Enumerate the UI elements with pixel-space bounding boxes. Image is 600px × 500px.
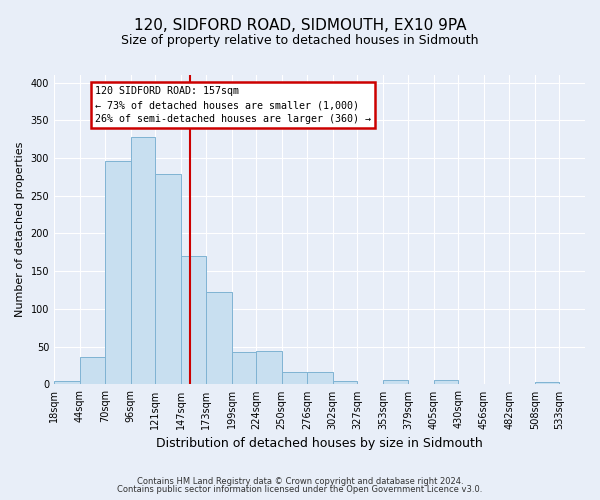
Bar	[383, 380, 409, 384]
Bar	[256, 351, 282, 384]
Text: Contains public sector information licensed under the Open Government Licence v3: Contains public sector information licen…	[118, 485, 482, 494]
Bar	[307, 372, 333, 384]
Bar	[105, 161, 131, 384]
Bar	[54, 382, 80, 384]
X-axis label: Distribution of detached houses by size in Sidmouth: Distribution of detached houses by size …	[156, 437, 483, 450]
Bar	[80, 358, 105, 384]
Bar	[131, 137, 155, 384]
Bar	[434, 380, 458, 384]
Text: 120, SIDFORD ROAD, SIDMOUTH, EX10 9PA: 120, SIDFORD ROAD, SIDMOUTH, EX10 9PA	[134, 18, 466, 32]
Bar	[282, 372, 307, 384]
Text: Contains HM Land Registry data © Crown copyright and database right 2024.: Contains HM Land Registry data © Crown c…	[137, 477, 463, 486]
Bar	[206, 292, 232, 384]
Bar	[535, 382, 559, 384]
Bar	[181, 256, 206, 384]
Bar	[333, 380, 358, 384]
Text: Size of property relative to detached houses in Sidmouth: Size of property relative to detached ho…	[121, 34, 479, 47]
Bar	[232, 352, 256, 384]
Text: 120 SIDFORD ROAD: 157sqm
← 73% of detached houses are smaller (1,000)
26% of sem: 120 SIDFORD ROAD: 157sqm ← 73% of detach…	[95, 86, 371, 124]
Y-axis label: Number of detached properties: Number of detached properties	[15, 142, 25, 318]
Bar	[155, 174, 181, 384]
